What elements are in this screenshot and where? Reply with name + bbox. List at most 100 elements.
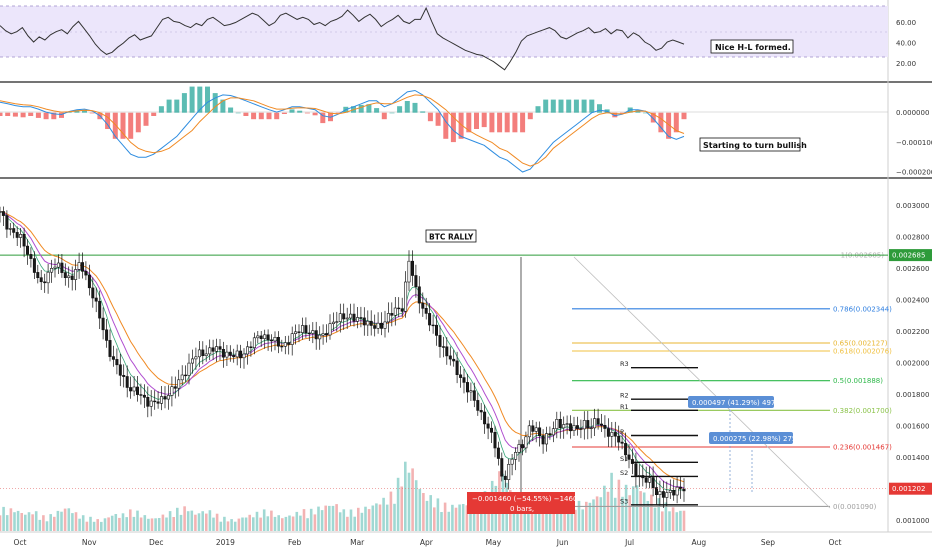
- volume-bar-27: [96, 519, 99, 531]
- volume-bar-87: [313, 514, 317, 531]
- volume-bar-130: [469, 500, 472, 531]
- macd-hist-bar-59: [450, 112, 456, 143]
- candle-body-75: [256, 335, 260, 339]
- candle-body-140: [479, 410, 483, 413]
- candle-body-95: [324, 333, 328, 336]
- volume-bar-148: [534, 512, 537, 531]
- volume-bar-88: [317, 506, 320, 531]
- macd-hist-bar-84: [643, 112, 649, 114]
- volume-bar-62: [223, 516, 226, 531]
- x-tick-9: Jul: [624, 538, 634, 547]
- volume-bar-25: [89, 516, 92, 531]
- volume-bar-147: [530, 502, 534, 531]
- candle-body-76: [259, 335, 263, 339]
- macd-hist-bar-77: [589, 99, 595, 113]
- volume-bar-172: [621, 496, 624, 531]
- macd-hist-bar-62: [474, 112, 479, 129]
- volume-bar-40: [143, 515, 147, 531]
- candle-body-45: [153, 400, 157, 403]
- macd-hist-bar-52: [397, 106, 403, 113]
- volume-bar-80: [288, 515, 291, 531]
- volume-bar-84: [302, 509, 306, 531]
- macd-hist-bar-61: [466, 112, 472, 133]
- candle-body-80: [273, 336, 277, 342]
- candle-body-152: [520, 444, 524, 449]
- candle-body-28: [94, 297, 98, 302]
- volume-bar-125: [451, 504, 454, 531]
- volume-bar-4: [13, 512, 16, 531]
- candle-body-135: [462, 377, 466, 383]
- volume-bar-115: [414, 480, 418, 531]
- volume-bar-142: [512, 499, 516, 531]
- candle-body-85: [290, 333, 294, 345]
- macd-hist-bar-30: [228, 107, 234, 113]
- candle-body-193: [661, 491, 665, 498]
- volume-bar-149: [537, 504, 541, 531]
- candle-body-181: [620, 441, 624, 444]
- volume-bar-3: [9, 508, 13, 531]
- volume-bar-72: [259, 517, 262, 531]
- volume-bar-173: [624, 484, 628, 531]
- macd-hist-bar-14: [105, 112, 111, 129]
- x-tick-10: Aug: [691, 538, 706, 547]
- candle-body-79: [269, 339, 273, 342]
- volume-bar-63: [226, 521, 230, 531]
- candle-body-83: [283, 342, 287, 347]
- candle-body-88: [300, 325, 304, 333]
- x-tick-5: Mar: [350, 538, 365, 547]
- volume-bar-177: [639, 491, 642, 531]
- volume-bar-179: [646, 501, 650, 531]
- candle-body-192: [658, 491, 662, 496]
- volume-bar-150: [541, 508, 545, 531]
- candle-body-145: [496, 447, 500, 459]
- candle-body-22: [74, 269, 78, 280]
- volume-bar-76: [273, 516, 277, 531]
- candle-body-128: [438, 335, 442, 347]
- volume-bar-11: [38, 519, 42, 531]
- volume-bar-119: [429, 495, 432, 531]
- candle-body-164: [562, 424, 566, 429]
- measure-box-2: 0.000275 (22.98%) 275: [709, 432, 796, 492]
- candle-body-98: [335, 321, 339, 323]
- fib-label-0.382: 0.382(0.001700): [833, 407, 892, 415]
- candle-body-73: [249, 346, 253, 348]
- volume-bar-169: [610, 472, 613, 531]
- candle-body-109: [373, 325, 377, 329]
- volume-bar-26: [92, 521, 96, 531]
- volume-bar-93: [335, 504, 338, 531]
- volume-bar-39: [139, 517, 143, 531]
- volume-bar-38: [136, 510, 139, 531]
- volume-bar-157: [566, 507, 570, 531]
- candle-body-183: [627, 454, 631, 460]
- candle-body-20: [67, 275, 71, 278]
- candle-body-91: [311, 330, 315, 334]
- price-tick-0: 0.003000: [896, 202, 929, 210]
- candle-body-147: [503, 475, 507, 480]
- volume-bar-37: [132, 516, 136, 531]
- rsi-tick-1: 40.00: [896, 40, 916, 48]
- macd-hist-bar-75: [573, 99, 579, 113]
- macd-hist-bar-27: [205, 86, 210, 113]
- volume-bar-110: [396, 477, 400, 531]
- volume-bar-60: [215, 513, 219, 531]
- price-tick-6: 0.001800: [896, 391, 929, 399]
- candle-body-90: [307, 332, 311, 335]
- candle-body-191: [654, 487, 658, 496]
- price-tick-10: 0.001000: [896, 517, 929, 525]
- candle-body-11: [36, 272, 40, 278]
- candle-body-53: [180, 374, 184, 381]
- candle-body-107: [366, 320, 370, 326]
- volume-bar-74: [266, 516, 270, 531]
- drawdown-box-bg: [467, 492, 575, 514]
- candle-body-108: [369, 320, 373, 326]
- candle-body-64: [218, 346, 222, 350]
- pivot-label-P: P: [620, 428, 624, 436]
- candle-body-172: [589, 427, 593, 429]
- candle-body-41: [139, 394, 143, 396]
- volume-bar-18: [63, 508, 67, 531]
- volume-bar-171: [617, 479, 621, 531]
- candle-body-62: [211, 347, 215, 352]
- volume-bar-102: [367, 509, 371, 531]
- candle-body-175: [599, 423, 603, 426]
- macd-hist-bar-44: [335, 112, 341, 114]
